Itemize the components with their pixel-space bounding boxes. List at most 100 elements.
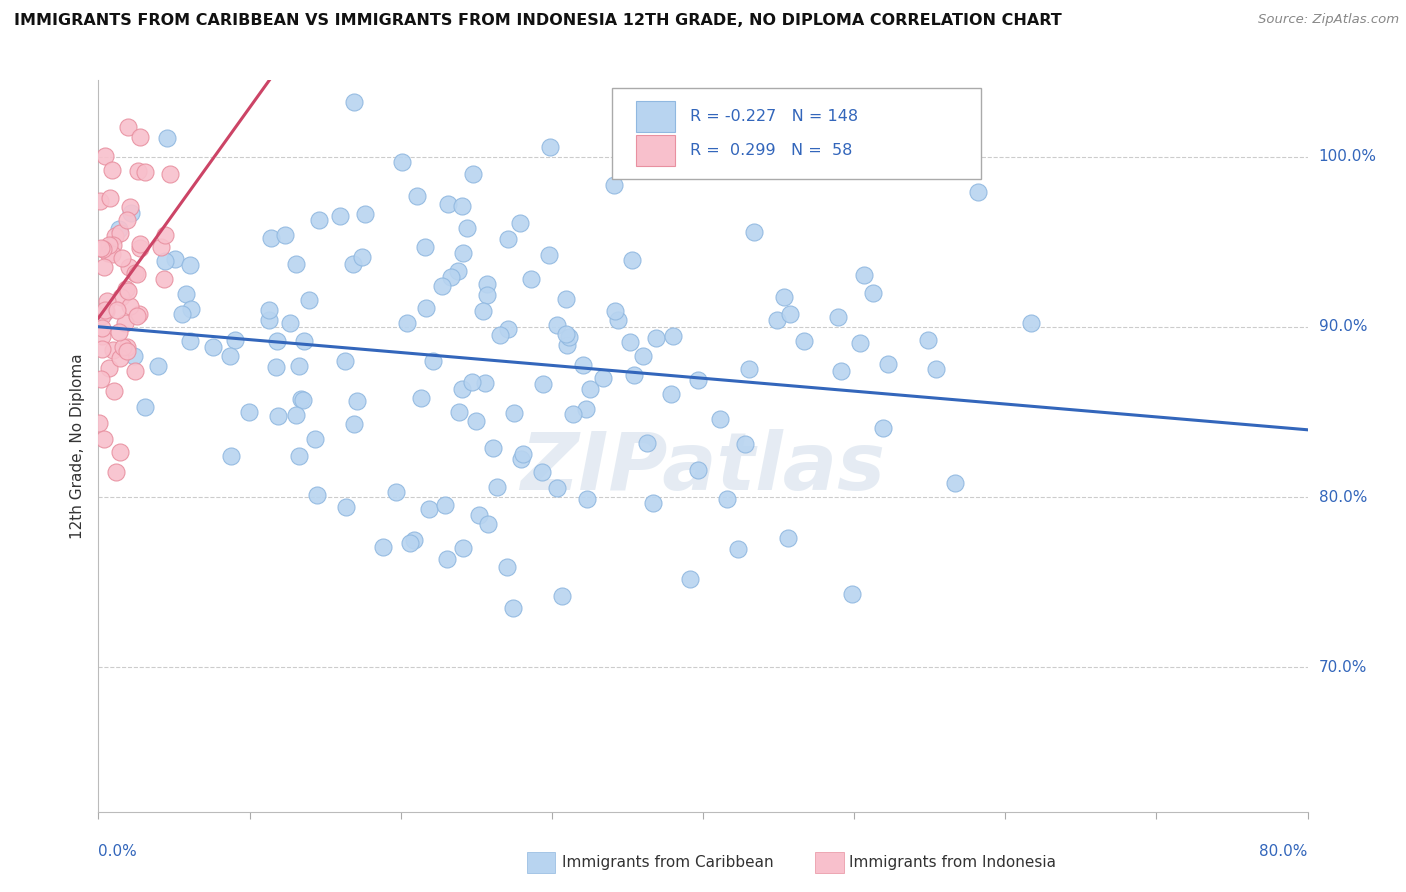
Point — [117, 340, 139, 354]
Point — [179, 258, 201, 272]
Point — [464, 414, 486, 428]
FancyBboxPatch shape — [612, 87, 981, 179]
Point — [716, 492, 738, 507]
Point — [636, 436, 658, 450]
Point — [101, 343, 124, 357]
Point — [779, 307, 801, 321]
Text: Immigrants from Caribbean: Immigrants from Caribbean — [562, 855, 775, 870]
Point — [546, 481, 568, 495]
Point — [91, 309, 114, 323]
Text: 80.0%: 80.0% — [1260, 845, 1308, 859]
Point — [456, 221, 478, 235]
Point — [94, 303, 117, 318]
Point — [742, 225, 765, 239]
Point — [605, 303, 627, 318]
Point — [93, 306, 115, 320]
Point — [98, 360, 121, 375]
Point — [434, 498, 457, 512]
Point — [489, 328, 512, 343]
Point — [122, 349, 145, 363]
Point — [496, 231, 519, 245]
Point — [391, 154, 413, 169]
Point — [115, 344, 138, 359]
Point — [530, 465, 553, 479]
Point — [127, 164, 149, 178]
Point — [555, 327, 578, 342]
Point — [943, 476, 966, 491]
Point — [118, 260, 141, 274]
Point — [128, 307, 150, 321]
Text: 80.0%: 80.0% — [1319, 490, 1367, 505]
FancyBboxPatch shape — [637, 135, 675, 166]
Point — [917, 333, 939, 347]
Point — [87, 416, 110, 430]
Point — [292, 334, 315, 349]
Point — [114, 316, 136, 330]
Point — [273, 227, 295, 242]
Point — [335, 500, 357, 515]
Point — [413, 239, 436, 253]
Point — [128, 241, 150, 255]
Point — [405, 189, 427, 203]
Point — [115, 212, 138, 227]
Point — [93, 432, 115, 446]
Point — [453, 541, 475, 555]
Point — [645, 331, 668, 345]
Point — [101, 238, 124, 252]
Point — [659, 386, 682, 401]
Point — [709, 412, 731, 426]
Point — [572, 359, 595, 373]
Text: 90.0%: 90.0% — [1319, 319, 1367, 334]
Point — [287, 359, 309, 373]
Point — [179, 334, 201, 348]
Point — [155, 227, 177, 242]
Point — [117, 284, 139, 298]
Point — [96, 304, 118, 318]
Point — [354, 206, 377, 220]
Point — [485, 480, 508, 494]
Point — [418, 501, 440, 516]
Point — [555, 292, 578, 306]
Point — [679, 572, 702, 586]
Point — [830, 364, 852, 378]
Point — [439, 270, 461, 285]
Point — [125, 268, 148, 282]
Point — [104, 229, 127, 244]
Point — [180, 302, 202, 317]
Point — [662, 328, 685, 343]
Point — [643, 495, 665, 509]
Point — [447, 404, 470, 418]
Point — [101, 247, 124, 261]
Point — [266, 334, 288, 348]
Point — [129, 236, 152, 251]
Point — [468, 508, 491, 522]
Point — [447, 264, 470, 278]
Point — [110, 226, 132, 240]
Point — [103, 384, 125, 399]
Point — [111, 251, 134, 265]
Point — [110, 351, 132, 365]
Point — [146, 359, 169, 374]
Point — [477, 277, 499, 291]
Point — [451, 199, 474, 213]
Point — [224, 333, 246, 347]
Point — [531, 376, 554, 391]
Point — [550, 589, 572, 603]
Point — [333, 354, 356, 368]
Point — [471, 304, 494, 318]
Point — [284, 408, 307, 422]
Text: IMMIGRANTS FROM CARIBBEAN VS IMMIGRANTS FROM INDONESIA 12TH GRADE, NO DIPLOMA CO: IMMIGRANTS FROM CARIBBEAN VS IMMIGRANTS … — [14, 13, 1062, 29]
Point — [411, 391, 433, 405]
Point — [134, 400, 156, 414]
Point — [165, 252, 187, 266]
Point — [350, 250, 373, 264]
Point — [404, 533, 426, 547]
Point — [778, 531, 800, 545]
Point — [520, 272, 543, 286]
Point — [260, 231, 283, 245]
Point — [396, 316, 419, 330]
Point — [474, 376, 496, 390]
Point — [91, 329, 114, 343]
Point — [110, 290, 132, 304]
Point — [793, 334, 815, 348]
